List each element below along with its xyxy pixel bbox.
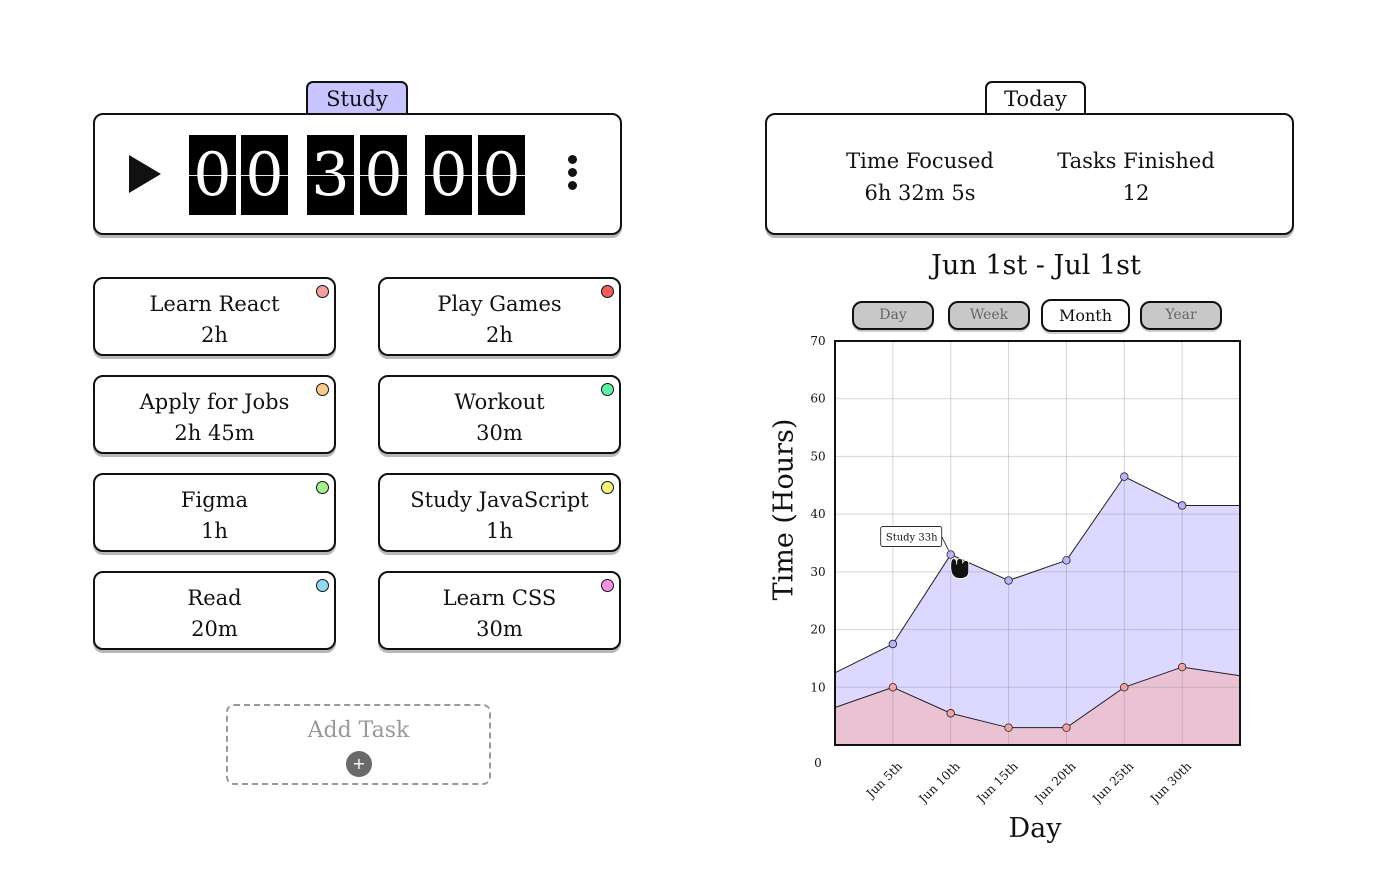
y-tick-label: 30 xyxy=(810,565,825,579)
data-point[interactable] xyxy=(1120,683,1129,692)
task-time: 30m xyxy=(476,617,523,641)
color-dot-icon xyxy=(601,481,614,494)
play-icon[interactable] xyxy=(129,155,161,193)
period-button-year[interactable]: Year xyxy=(1140,301,1222,330)
task-card[interactable]: Learn CSS 30m xyxy=(378,571,621,650)
task-card[interactable]: Workout 30m xyxy=(378,375,621,454)
task-time: 2h 45m xyxy=(174,421,255,445)
task-name: Workout xyxy=(454,390,545,414)
x-tick-label: Jun 15th xyxy=(973,759,1021,805)
series-line-1 xyxy=(834,666,1241,729)
task-name: Apply for Jobs xyxy=(139,390,290,414)
plus-icon[interactable]: + xyxy=(346,751,372,777)
color-dot-icon xyxy=(316,383,329,396)
data-point[interactable] xyxy=(1177,662,1187,672)
task-card[interactable]: Study JavaScript 1h xyxy=(378,473,621,552)
timer-digit-hours-tens: 0 xyxy=(189,135,236,215)
timer-digit-seconds-ones: 0 xyxy=(478,135,525,215)
task-name: Read xyxy=(187,586,242,610)
color-dot-icon xyxy=(316,285,329,298)
x-tick-label: Jun 25th xyxy=(1088,759,1136,805)
add-task-button[interactable]: Add Task + xyxy=(226,704,491,785)
add-task-label: Add Task xyxy=(307,718,410,743)
x-tick-label: Jun 5th xyxy=(862,759,905,802)
period-button-month[interactable]: Month xyxy=(1041,299,1130,332)
y-tick-label: 70 xyxy=(810,334,825,348)
task-time: 2h xyxy=(486,323,513,347)
color-dot-icon xyxy=(601,383,614,396)
data-point[interactable] xyxy=(1004,723,1013,732)
tasks-finished-stat: Tasks Finished 12 xyxy=(1036,145,1236,209)
task-card[interactable]: Play Games 2h xyxy=(378,277,621,356)
task-card[interactable]: Learn React 2h xyxy=(93,277,336,356)
stats-card: Time Focused 6h 32m 5s Tasks Finished 12 xyxy=(765,113,1294,235)
y-tick-label: 50 xyxy=(810,449,825,463)
task-time: 1h xyxy=(201,519,228,543)
task-name: Play Games xyxy=(437,292,562,316)
data-point[interactable] xyxy=(1177,501,1187,510)
y-tick-label: 40 xyxy=(810,507,825,521)
color-dot-icon xyxy=(316,481,329,494)
data-point[interactable] xyxy=(1004,576,1013,585)
task-card[interactable]: Figma 1h xyxy=(93,473,336,552)
task-card[interactable]: Read 20m xyxy=(93,571,336,650)
more-options-icon[interactable] xyxy=(565,155,579,197)
series-area-0 xyxy=(835,476,1240,745)
data-point[interactable] xyxy=(946,550,955,559)
data-point[interactable] xyxy=(946,709,955,718)
hand-cursor-icon xyxy=(950,558,970,579)
x-tick-label: Jun 20th xyxy=(1031,759,1079,805)
y-axis-title: Time (Hours) xyxy=(768,418,800,601)
data-point[interactable] xyxy=(888,639,898,649)
timer-card: 0 0 3 0 0 0 xyxy=(93,113,622,235)
chart-tooltip xyxy=(880,526,943,547)
task-name: Study JavaScript xyxy=(410,488,589,512)
task-name: Figma xyxy=(180,488,249,512)
data-point[interactable] xyxy=(1062,556,1071,565)
task-card[interactable]: Apply for Jobs 2h 45m xyxy=(93,375,336,454)
data-point[interactable] xyxy=(1062,723,1071,732)
task-time: 2h xyxy=(201,323,228,347)
tooltip-pointer xyxy=(941,536,950,551)
data-point[interactable] xyxy=(1120,472,1129,481)
x-axis-title: Day xyxy=(1008,813,1062,844)
color-dot-icon xyxy=(601,285,614,298)
tasks-finished-label: Tasks Finished xyxy=(1057,149,1215,173)
y-tick-label: 60 xyxy=(810,392,825,406)
plot-frame xyxy=(834,340,1241,746)
color-dot-icon xyxy=(601,579,614,592)
timer-digit-minutes-tens: 3 xyxy=(307,135,354,215)
task-time: 20m xyxy=(191,617,238,641)
tooltip-text: Study 33h xyxy=(886,533,938,544)
series-area-1 xyxy=(835,667,1240,745)
data-point[interactable] xyxy=(888,683,898,692)
period-button-week[interactable]: Week xyxy=(948,301,1030,330)
time-focused-label: Time Focused xyxy=(846,149,994,173)
x-tick-label: Jun 10th xyxy=(915,759,963,805)
time-focused-stat: Time Focused 6h 32m 5s xyxy=(820,145,1020,209)
timer-digit-minutes-ones: 0 xyxy=(360,135,407,215)
color-dot-icon xyxy=(316,579,329,592)
timer-digit-seconds-tens: 0 xyxy=(425,135,472,215)
y-tick-label: 10 xyxy=(810,680,825,694)
task-time: 30m xyxy=(476,421,523,445)
period-button-day[interactable]: Day xyxy=(852,301,934,330)
time-focused-value: 6h 32m 5s xyxy=(864,181,976,205)
timer-digit-hours-ones: 0 xyxy=(241,135,288,215)
tasks-finished-value: 12 xyxy=(1122,181,1150,205)
timer-category-tab[interactable]: Study xyxy=(306,81,408,115)
x-tick-label: Jun 30th xyxy=(1146,759,1194,805)
y-tick-label: 20 xyxy=(810,623,825,637)
y-tick-label: 0 xyxy=(814,756,822,770)
series-line-0 xyxy=(834,475,1240,674)
task-name: Learn CSS xyxy=(442,586,557,610)
today-tab[interactable]: Today xyxy=(985,81,1086,115)
task-name: Learn React xyxy=(149,292,280,316)
task-time: 1h xyxy=(486,519,513,543)
date-range-title: Jun 1st - Jul 1st xyxy=(931,250,1141,281)
